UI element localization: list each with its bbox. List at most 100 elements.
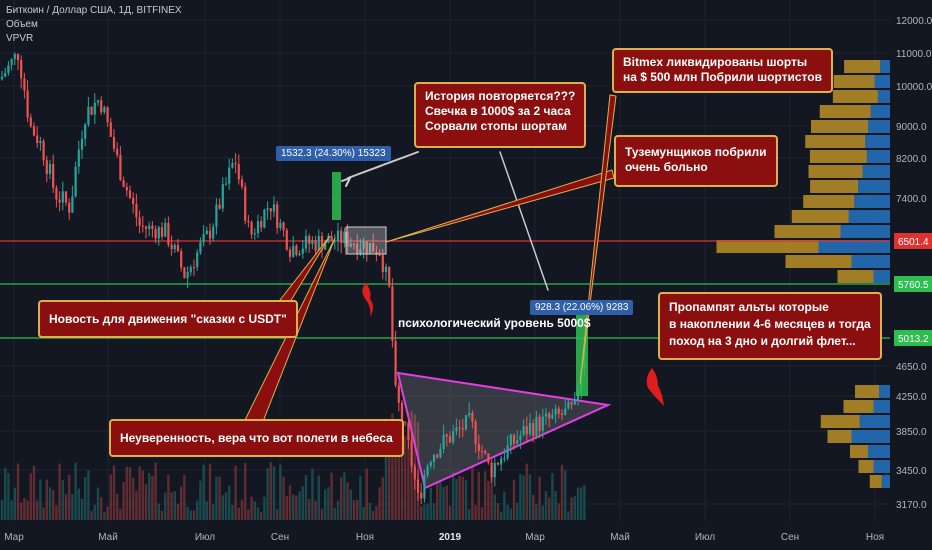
candle [148, 225, 151, 230]
candle [224, 183, 228, 185]
volume-bar [52, 490, 55, 520]
candle [250, 222, 253, 235]
candle [522, 426, 525, 436]
price-label-bg [894, 330, 932, 346]
price-label: 5013.2 [898, 334, 929, 345]
candle [205, 230, 208, 235]
volume-bar [87, 470, 90, 520]
volume-bar [522, 475, 525, 520]
y-tick-label: 8200.0 [896, 154, 927, 165]
candle [391, 286, 394, 341]
candle [208, 230, 212, 239]
volume-bar [301, 486, 304, 520]
volume-bar [308, 499, 311, 520]
candle [71, 196, 74, 213]
x-tick-label: Май [98, 532, 118, 543]
volume-bar [292, 494, 295, 520]
candle [29, 117, 32, 127]
candle [509, 434, 512, 446]
profile-bar-down [820, 415, 860, 428]
volume-bar [391, 413, 394, 520]
volume-bar [573, 496, 576, 520]
candle [144, 226, 148, 230]
profile-bar-up [881, 475, 890, 488]
volume-bar [576, 487, 580, 520]
volume-bar [324, 489, 327, 520]
volume-bar [42, 507, 45, 520]
volume-bar [525, 463, 528, 520]
volume-bar [36, 500, 39, 520]
volume-bar [71, 494, 74, 520]
candle [61, 191, 64, 203]
candle [180, 251, 183, 268]
candle [557, 408, 560, 414]
candle [202, 234, 205, 243]
callout-usdt: Новость для движения "сказки с USDT" [38, 300, 298, 338]
candle [320, 236, 324, 250]
candle [532, 423, 535, 436]
candle [276, 204, 279, 228]
volume-bar [247, 509, 250, 520]
candle [548, 413, 551, 419]
y-tick-label: 12000.0 [896, 16, 932, 27]
callout-history: История повторяется??? Свечка в 1000$ за… [414, 82, 587, 148]
volume-bar [397, 434, 400, 520]
candle [138, 217, 141, 226]
volume-bar [23, 497, 26, 520]
y-tick-label: 3170.0 [896, 500, 927, 511]
volume-bar [202, 464, 205, 520]
candle [295, 245, 298, 256]
volume-bar [173, 491, 176, 520]
volume-bar [516, 502, 519, 520]
candle [151, 225, 154, 230]
volume-bar [464, 480, 468, 520]
candle [279, 222, 282, 228]
x-tick-label: 2019 [439, 532, 462, 543]
candle [116, 148, 119, 155]
volume-bar [234, 465, 237, 520]
candle [503, 458, 506, 460]
volume-bar [279, 464, 282, 520]
volume-bar [538, 476, 541, 520]
psych-level-label: психологический уровень 5000$ [398, 316, 591, 330]
volume-bar [154, 462, 157, 520]
volume-bar [148, 472, 151, 520]
candle [516, 440, 519, 444]
volume-bar [471, 466, 474, 520]
volume-bar [528, 474, 532, 520]
volume-bar [221, 495, 224, 520]
candle [77, 149, 80, 167]
candle [378, 254, 381, 256]
volume-bar [407, 441, 410, 520]
volume-bar [189, 510, 192, 520]
volume-bar [199, 480, 202, 520]
candle [228, 167, 231, 184]
volume-bar [548, 497, 551, 520]
volume-bar [16, 463, 20, 520]
volume-bar [106, 506, 109, 520]
candle [388, 266, 391, 287]
candle [74, 166, 77, 197]
candle [567, 401, 570, 409]
candle [493, 463, 496, 478]
candle [285, 230, 288, 250]
profile-bar-down [833, 75, 875, 88]
volume-bar [48, 487, 52, 520]
candle [423, 475, 426, 499]
time-axis: Мар Май Июл Сен Ноя 2019 Мар Май Июл Сен Ноя [4, 532, 884, 543]
candle [375, 252, 378, 255]
candle [368, 243, 372, 254]
volume-bar [503, 491, 506, 520]
callout-bitmex: Bitmex ликвидированы шорты на $ 500 млн … [612, 48, 833, 93]
candle [468, 412, 471, 416]
profile-bar-down [811, 120, 868, 133]
measure-label-1: 1532.3 (24.30%) 15323 [276, 146, 391, 161]
candle [346, 231, 349, 247]
volume-bar [496, 503, 500, 520]
candle [103, 107, 106, 113]
volume-bar [218, 476, 221, 520]
candle [407, 422, 410, 441]
candle [413, 466, 416, 480]
volume-bar [112, 465, 116, 520]
profile-bar-down [858, 460, 874, 473]
